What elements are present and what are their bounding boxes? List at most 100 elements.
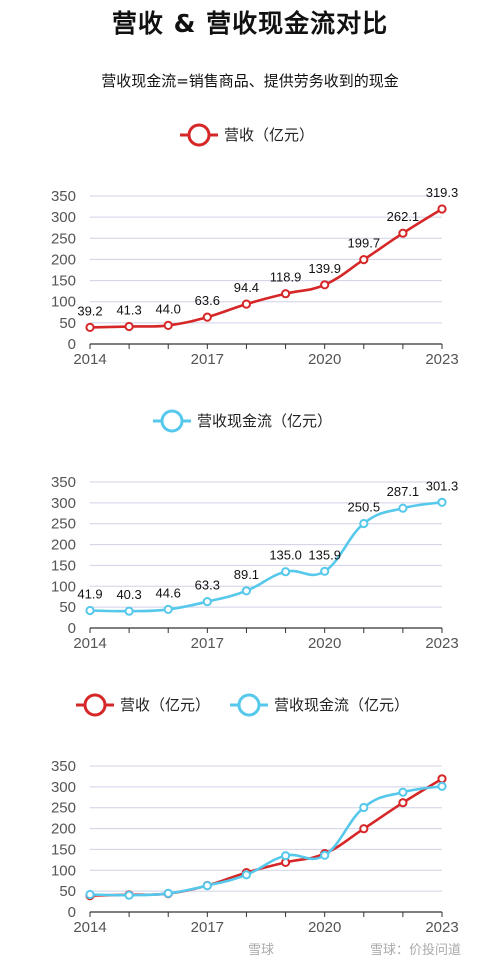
data-label: 44.6: [156, 585, 181, 600]
data-point-cashflow: [241, 586, 251, 596]
data-point-cashflow: [320, 566, 330, 576]
data-label: 41.3: [116, 303, 141, 318]
data-point-revenue: [281, 289, 291, 299]
y-tick-label: 250: [51, 800, 76, 817]
y-tick-label: 0: [68, 336, 76, 353]
data-point-revenue: [85, 322, 95, 332]
data-label: 40.3: [116, 587, 141, 602]
data-label: 44.0: [156, 301, 181, 316]
series-line-revenue: [89, 207, 443, 329]
x-tick-label: 2020: [308, 635, 341, 652]
data-label: 63.6: [195, 293, 220, 308]
y-tick-label: 0: [68, 904, 76, 921]
data-point-revenue: [241, 299, 251, 309]
y-tick-label: 0: [68, 620, 76, 637]
y-tick-label: 100: [51, 578, 76, 595]
y-tick-label: 150: [51, 841, 76, 858]
x-tick-label: 2023: [425, 919, 458, 936]
y-tick-label: 350: [51, 474, 76, 491]
y-tick-label: 200: [51, 251, 76, 268]
x-tick-label: 2014: [73, 635, 106, 652]
data-label: 118.9: [270, 270, 302, 285]
data-point-cashflow: [241, 870, 251, 880]
data-point-revenue: [398, 228, 408, 238]
data-point-cashflow: [85, 605, 95, 616]
y-tick-label: 100: [51, 862, 76, 879]
data-label: 63.3: [195, 578, 220, 593]
data-point-cashflow: [202, 597, 212, 607]
legend-marker-revenue: [187, 123, 211, 147]
data-point-revenue: [202, 312, 212, 322]
data-point-revenue: [437, 204, 447, 214]
data-point-cashflow: [85, 889, 95, 900]
series-line-cashflow: [89, 785, 443, 897]
y-tick-label: 300: [51, 495, 76, 512]
y-tick-label: 50: [59, 883, 76, 900]
data-point-cashflow: [281, 851, 291, 861]
x-tick-label: 2014: [73, 351, 106, 368]
x-tick-label: 2017: [191, 351, 224, 368]
y-tick-label: 50: [59, 315, 76, 332]
legend-label: 营收现金流（亿元）: [197, 412, 332, 430]
legend-marker-revenue: [83, 693, 107, 717]
y-tick-label: 200: [51, 537, 76, 554]
data-point-cashflow: [163, 604, 173, 615]
y-tick-label: 250: [51, 230, 76, 247]
data-label: 301.3: [426, 478, 459, 493]
y-tick-label: 300: [51, 209, 76, 226]
data-point-cashflow: [398, 787, 408, 797]
data-point-cashflow: [163, 888, 173, 899]
page-subtitle: 营收现金流=销售商品、提供劳务收到的现金: [101, 72, 399, 90]
legend-label: 营收（亿元）: [224, 126, 314, 144]
y-tick-label: 350: [51, 758, 76, 775]
data-point-cashflow: [124, 606, 134, 616]
data-point-cashflow: [359, 518, 369, 529]
data-label: 39.2: [77, 303, 102, 318]
data-point-cashflow: [320, 850, 330, 860]
x-tick-label: 2023: [425, 635, 458, 652]
data-point-cashflow: [202, 881, 212, 891]
data-point-revenue: [163, 320, 173, 330]
series-line-cashflow: [89, 501, 443, 613]
y-tick-label: 350: [51, 188, 76, 205]
y-tick-label: 250: [51, 516, 76, 533]
x-tick-label: 2023: [425, 351, 458, 368]
data-point-revenue: [359, 824, 369, 834]
data-point-cashflow: [437, 497, 447, 507]
x-tick-label: 2020: [308, 351, 341, 368]
page-title: 营收 & 营收现金流对比: [111, 9, 389, 38]
data-label: 199.7: [348, 236, 381, 251]
legend-label: 营收现金流（亿元）: [274, 696, 409, 714]
data-label: 250.5: [348, 500, 381, 515]
data-label: 89.1: [234, 567, 259, 582]
data-point-cashflow: [359, 802, 369, 813]
data-point-revenue: [124, 321, 134, 332]
y-tick-label: 200: [51, 821, 76, 838]
data-label: 319.3: [426, 185, 459, 200]
data-point-revenue: [359, 255, 369, 265]
y-tick-label: 100: [51, 294, 76, 311]
x-tick-label: 2014: [73, 919, 106, 936]
y-tick-label: 300: [51, 779, 76, 796]
legend-label: 营收（亿元）: [120, 696, 210, 714]
legend-marker-cashflow: [160, 409, 184, 433]
data-point-cashflow: [437, 781, 447, 791]
data-point-revenue: [320, 280, 330, 290]
y-tick-label: 50: [59, 599, 76, 616]
y-tick-label: 150: [51, 557, 76, 574]
data-label: 139.9: [308, 261, 341, 276]
data-label: 135.0: [269, 548, 302, 563]
data-label: 287.1: [387, 484, 420, 499]
watermark-left: 雪球: [248, 943, 274, 958]
data-label: 135.9: [308, 547, 341, 562]
x-tick-label: 2017: [191, 919, 224, 936]
data-label: 94.4: [234, 280, 259, 295]
data-point-revenue: [437, 774, 447, 784]
data-point-cashflow: [281, 567, 291, 577]
data-label: 262.1: [387, 209, 420, 224]
data-point-cashflow: [398, 503, 408, 513]
x-tick-label: 2017: [191, 635, 224, 652]
y-tick-label: 150: [51, 273, 76, 290]
data-point-revenue: [398, 798, 408, 808]
